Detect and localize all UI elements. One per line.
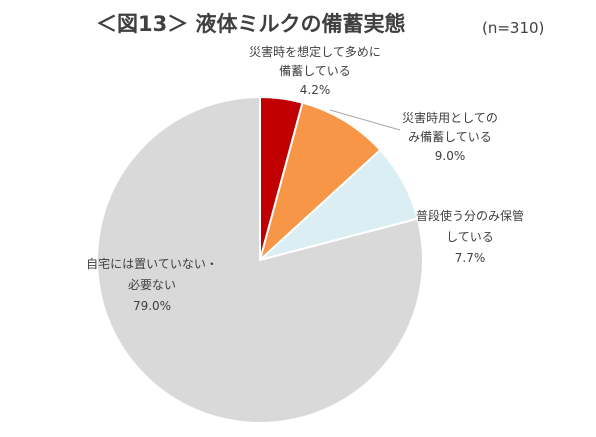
- leader-line-1: [329, 109, 401, 131]
- slice-label-1: 災害時用としてのみ備蓄している 9.0%: [402, 110, 498, 163]
- slice-label-0: 災害時を想定して多めに備蓄している 4.2%: [249, 44, 381, 97]
- pie-slice-3: [96, 95, 425, 424]
- leader-lines: [329, 109, 401, 131]
- pie-slice-1: [258, 101, 382, 264]
- slice-label-2: 普段使う分のみ保管している 7.7%: [416, 208, 524, 265]
- sample-size: (n=310): [482, 19, 545, 37]
- chart-title: ＜図13＞ 液体ミルクの備蓄実態: [96, 12, 406, 36]
- pie-slices: [96, 95, 425, 424]
- slice-labels: 災害時を想定して多めに備蓄している 4.2% 災害時用としてのみ備蓄している 9.0%…: [86, 44, 524, 313]
- slice-label-3: 自宅には置いていない・必要ない 79.0%: [86, 256, 218, 313]
